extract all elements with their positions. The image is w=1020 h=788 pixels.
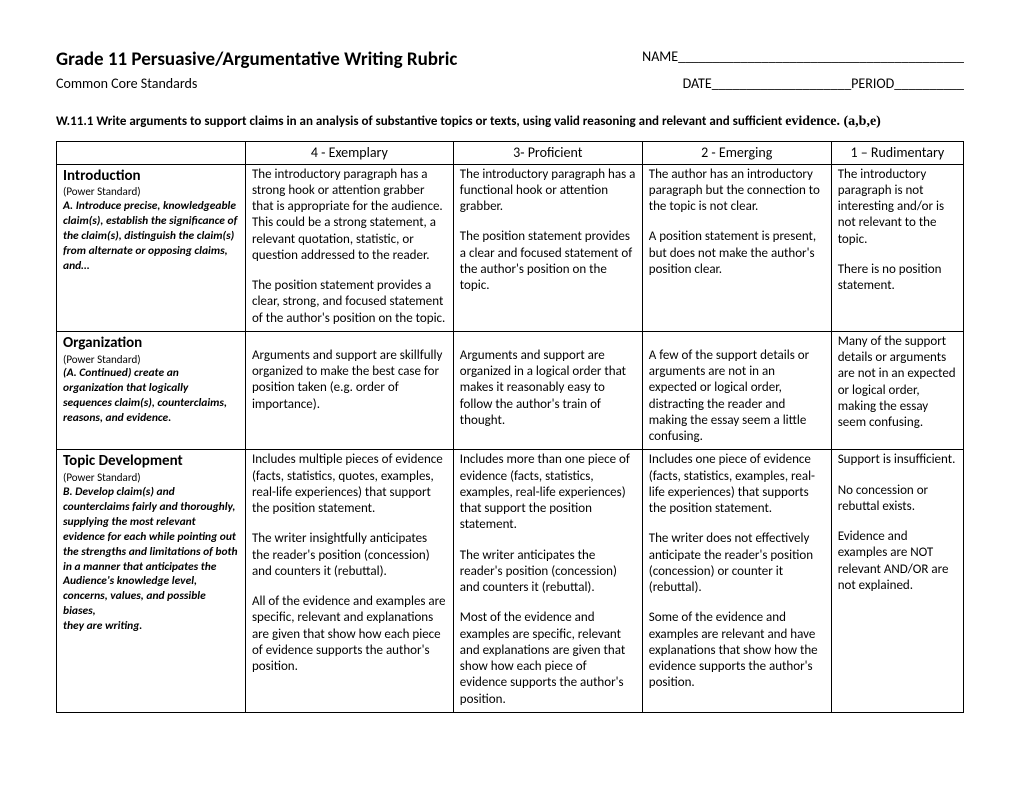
criteria-desc: (A. Continued) create an organization th… [63,366,239,426]
cell-text: Support is insufficient. [838,452,957,468]
cell-text: No concession or rebuttal exists. [838,483,957,516]
criteria-sub: (Power Standard) [63,353,239,367]
criteria-desc: A. Introduce precise, knowledgeable clai… [63,199,239,274]
cell-text: Evidence and examples are NOT relevant A… [838,529,957,594]
cell-text: A few of the support details or argument… [649,348,825,446]
date-label: DATE [683,75,712,92]
cell-text: Some of the evidence and examples are re… [649,610,825,691]
cell-text: Arguments and support are organized in a… [460,348,636,429]
cell-text: Most of the evidence and examples are sp… [460,610,636,708]
cell-text: The introductory paragraph has a functio… [460,167,636,216]
cell-text: The writer does not effectively anticipa… [649,531,825,596]
criteria-desc: B. Develop claim(s) and counterclaims fa… [63,485,239,619]
cell-text: The writer insightfully anticipates the … [252,531,447,580]
criteria-cell: Organization (Power Standard) (A. Contin… [57,331,246,450]
cell-text: Includes multiple pieces of evidence (fa… [252,452,447,517]
subtitle: Common Core Standards [56,75,197,93]
header-exemplary: 4 - Exemplary [245,142,453,165]
header-criteria [57,142,246,165]
criteria-cell: Introduction (Power Standard) A. Introdu… [57,164,246,331]
cell-exemplary: Includes multiple pieces of evidence (fa… [245,450,453,713]
cell-exemplary: The introductory paragraph has a strong … [245,164,453,331]
criteria-cell: Topic Development (Power Standard) B. De… [57,450,246,713]
criteria-title: Organization [63,334,239,353]
cell-proficient: Includes more than one piece of evidence… [453,450,642,713]
cell-emerging: A few of the support details or argument… [642,331,831,450]
criteria-title: Topic Development [63,452,239,471]
cell-proficient: The introductory paragraph has a functio… [453,164,642,331]
cell-text: Includes more than one piece of evidence… [460,452,636,533]
date-line: ____________________ [712,75,851,92]
table-row: Introduction (Power Standard) A. Introdu… [57,164,964,331]
header-rudimentary: 1 – Rudimentary [831,142,963,165]
name-label: NAME [642,48,678,65]
cell-text: Arguments and support are skillfully org… [252,348,447,413]
cell-exemplary: Arguments and support are skillfully org… [245,331,453,450]
cell-text: The position statement provides a clear … [460,229,636,294]
page-title: Grade 11 Persuasive/Argumentative Writin… [56,48,457,73]
criteria-desc: they are writing. [63,619,239,634]
standard-code: W.11.1 [56,114,93,129]
criteria-sub: (Power Standard) [63,471,239,485]
standard-line: W.11.1 Write arguments to support claims… [56,113,964,131]
cell-proficient: Arguments and support are organized in a… [453,331,642,450]
header-emerging: 2 - Emerging [642,142,831,165]
table-row: Organization (Power Standard) (A. Contin… [57,331,964,450]
cell-emerging: The author has an introductory paragraph… [642,164,831,331]
cell-text: The position statement provides a clear,… [252,278,447,327]
cell-text: The writer anticipates the reader's posi… [460,548,636,597]
header-proficient: 3- Proficient [453,142,642,165]
standard-tail: evidence. (a,b,e) [785,114,881,129]
criteria-sub: (Power Standard) [63,185,239,199]
cell-text: Many of the support details or arguments… [838,334,957,432]
cell-text: The author has an introductory paragraph… [649,167,825,216]
name-field: NAME____________________________________… [642,48,964,73]
criteria-title: Introduction [63,167,239,186]
cell-text: The introductory paragraph is not intere… [838,167,957,248]
rubric-table: 4 - Exemplary 3- Proficient 2 - Emerging… [56,141,964,713]
cell-text: All of the evidence and examples are spe… [252,594,447,675]
cell-text: Includes one piece of evidence (facts, s… [649,452,825,517]
cell-rudimentary: Many of the support details or arguments… [831,331,963,450]
cell-emerging: Includes one piece of evidence (facts, s… [642,450,831,713]
standard-text: Write arguments to support claims in an … [93,114,785,129]
name-line: ________________________________________… [678,48,964,65]
cell-text: There is no position statement. [838,262,957,295]
cell-text: The introductory paragraph has a strong … [252,167,447,265]
cell-rudimentary: The introductory paragraph is not intere… [831,164,963,331]
period-line: __________ [894,75,964,92]
table-header-row: 4 - Exemplary 3- Proficient 2 - Emerging… [57,142,964,165]
cell-text: A position statement is present, but doe… [649,229,825,278]
cell-rudimentary: Support is insufficient. No concession o… [831,450,963,713]
period-label: PERIOD [851,75,894,92]
date-period-field: DATE____________________PERIOD__________ [683,75,964,111]
table-row: Topic Development (Power Standard) B. De… [57,450,964,713]
